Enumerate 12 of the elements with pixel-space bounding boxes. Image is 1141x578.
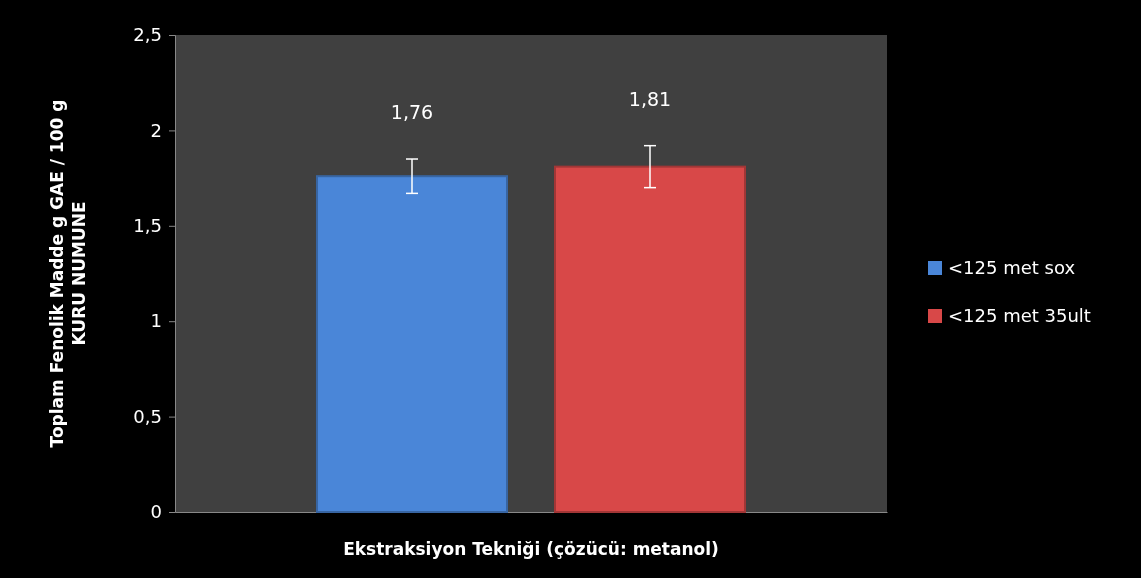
x-axis-title: Ekstraksiyon Tekniği (çözücü: metanol) bbox=[343, 539, 719, 559]
y-tick-label: 0,5 bbox=[133, 405, 162, 427]
legend-label: <125 met sox bbox=[948, 257, 1076, 278]
data-label: 1,81 bbox=[628, 87, 672, 110]
data-label: 1,76 bbox=[390, 101, 434, 124]
y-tick-label: 1 bbox=[150, 310, 162, 332]
y-tick-label: 2 bbox=[150, 119, 162, 141]
y-tick-label: 0 bbox=[150, 501, 162, 523]
y-axis-title: Toplam Fenolik Madde g GAE / 100 g KURU NUMUNE bbox=[47, 99, 89, 448]
legend-label: <125 met 35ult bbox=[948, 305, 1091, 326]
y-tick-label: 2,5 bbox=[133, 24, 162, 46]
y-tick-label: 1,5 bbox=[133, 215, 162, 237]
